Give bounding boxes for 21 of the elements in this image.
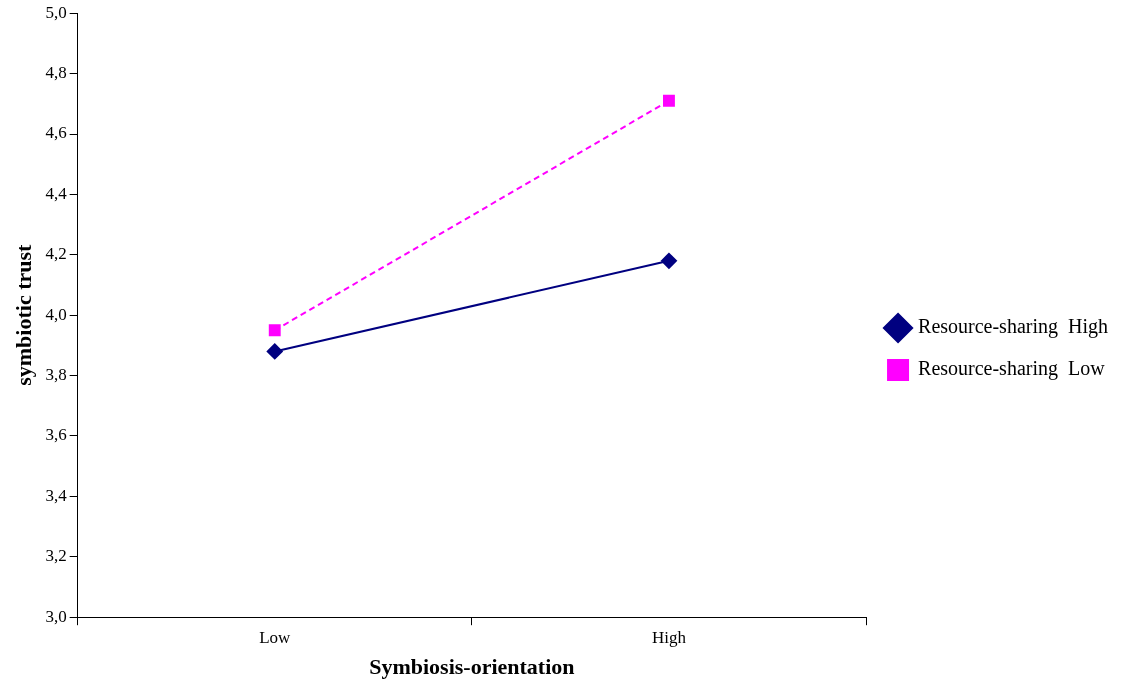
y-tick-label: 4,8 — [45, 63, 67, 83]
point — [663, 94, 675, 107]
y-tick-label: 3,4 — [45, 485, 68, 505]
point — [268, 324, 281, 337]
x-axis-title: Symbiosis-orientation — [369, 654, 575, 680]
y-tick-label: 3,2 — [45, 546, 67, 566]
y-tick-label: 4,0 — [45, 304, 67, 324]
x-tick-label: Low — [259, 627, 292, 647]
y-tick-label: 5,0 — [45, 2, 67, 22]
legend-label: Resource-sharing High — [918, 315, 1108, 339]
y-tick-label: 3,8 — [45, 365, 67, 385]
point — [660, 252, 677, 269]
y-tick-label: 3,0 — [45, 606, 67, 626]
y-tick-label: 4,4 — [45, 183, 68, 203]
y-tick-label: 4,6 — [45, 123, 67, 143]
y-tick-label: 4,2 — [45, 244, 67, 264]
y-tick-label: 3,6 — [45, 425, 67, 445]
legend-label: Resource-sharing Low — [918, 357, 1106, 381]
x-tick-label: High — [651, 627, 687, 647]
y-axis-title: symbiotic trust — [10, 243, 36, 386]
point — [266, 343, 283, 360]
